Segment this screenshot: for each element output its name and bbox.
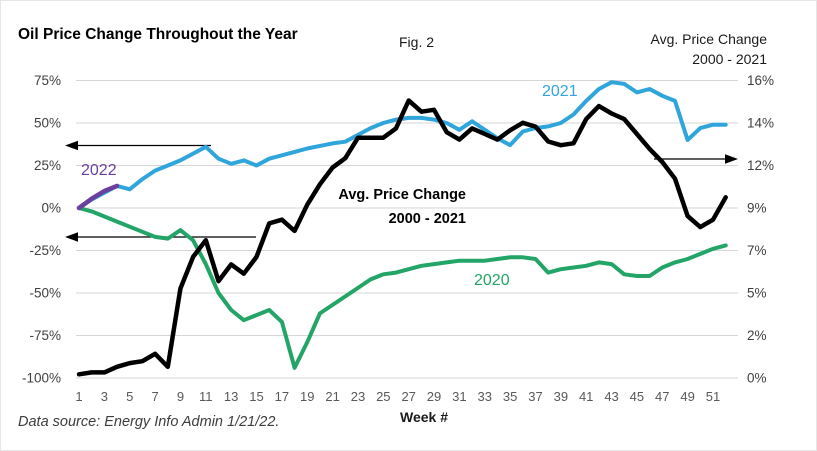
right-axis-tick-label: 9% <box>747 201 767 216</box>
figure-number-label: Fig. 2 <box>399 34 435 50</box>
x-tick-label: 25 <box>376 389 390 404</box>
x-tick-label: 35 <box>503 389 517 404</box>
avg-series-inline-label: Avg. Price Change 2000 - 2021 <box>301 183 466 231</box>
x-axis-title: Week # <box>400 409 448 425</box>
avg-series-inline-label-line2: 2000 - 2021 <box>388 211 466 227</box>
x-tick-label: 31 <box>452 389 466 404</box>
left-axis-tick-label: 25% <box>34 158 61 173</box>
series-label-2020: 2020 <box>474 272 510 289</box>
x-tick-label: 7 <box>151 389 158 404</box>
series-line-2022 <box>76 183 120 211</box>
x-tick-label: 17 <box>275 389 289 404</box>
series-label-2021: 2021 <box>542 83 578 100</box>
right-axis-tick-label: 16% <box>747 73 774 88</box>
x-tick-label: 39 <box>554 389 568 404</box>
axis-indicator-arrowhead <box>65 232 78 242</box>
right-axis-title-line2: 2000 - 2021 <box>692 51 767 67</box>
x-tick-label: 45 <box>630 389 644 404</box>
x-tick-label: 15 <box>249 389 263 404</box>
left-axis-tick-label: 75% <box>34 73 61 88</box>
series-label-2022: 2022 <box>81 162 117 179</box>
axis-indicator-arrowhead <box>725 154 738 164</box>
right-axis-tick-label: 2% <box>747 328 767 343</box>
left-axis-tick-label: -50% <box>29 286 61 301</box>
x-tick-label: 5 <box>126 389 133 404</box>
x-tick-label: 19 <box>300 389 314 404</box>
right-axis-tick-label: 0% <box>747 371 767 386</box>
x-tick-label: 33 <box>478 389 492 404</box>
left-axis-tick-label: 50% <box>34 116 61 131</box>
right-axis-title-line1: Avg. Price Change <box>650 31 767 47</box>
x-tick-label: 1 <box>75 389 82 404</box>
data-source-note: Data source: Energy Info Admin 1/21/22. <box>18 414 280 430</box>
avg-series-inline-label-line1: Avg. Price Change <box>338 187 466 203</box>
right-axis-title: Avg. Price Change 2000 - 2021 <box>651 29 767 69</box>
x-tick-label: 27 <box>401 389 415 404</box>
axis-indicator-arrowhead <box>65 140 78 151</box>
series-line-2020 <box>77 206 728 370</box>
left-axis-tick-label: -75% <box>29 328 61 343</box>
x-tick-label: 43 <box>604 389 618 404</box>
right-axis-tick-label: 12% <box>747 158 774 173</box>
x-tick-label: 9 <box>177 389 184 404</box>
x-tick-label: 47 <box>655 389 669 404</box>
right-axis-tick-label: 7% <box>747 243 767 258</box>
x-tick-label: 29 <box>427 389 441 404</box>
x-tick-label: 23 <box>351 389 365 404</box>
series-line-avg-price-change-2000-2021 <box>76 98 728 377</box>
x-tick-label: 3 <box>101 389 108 404</box>
left-axis-tick-label: -25% <box>29 243 61 258</box>
x-tick-label: 13 <box>224 389 238 404</box>
left-axis-tick-label: 0% <box>41 201 61 216</box>
x-tick-label: 37 <box>528 389 542 404</box>
right-axis-tick-label: 14% <box>747 116 774 131</box>
right-axis-tick-label: 5% <box>747 286 767 301</box>
x-tick-label: 51 <box>706 389 720 404</box>
chart-title: Oil Price Change Throughout the Year <box>18 26 298 43</box>
left-axis-tick-label: -100% <box>22 371 61 386</box>
x-tick-label: 21 <box>325 389 339 404</box>
x-tick-label: 11 <box>199 389 213 404</box>
x-tick-label: 49 <box>680 389 694 404</box>
x-tick-label: 41 <box>579 389 593 404</box>
